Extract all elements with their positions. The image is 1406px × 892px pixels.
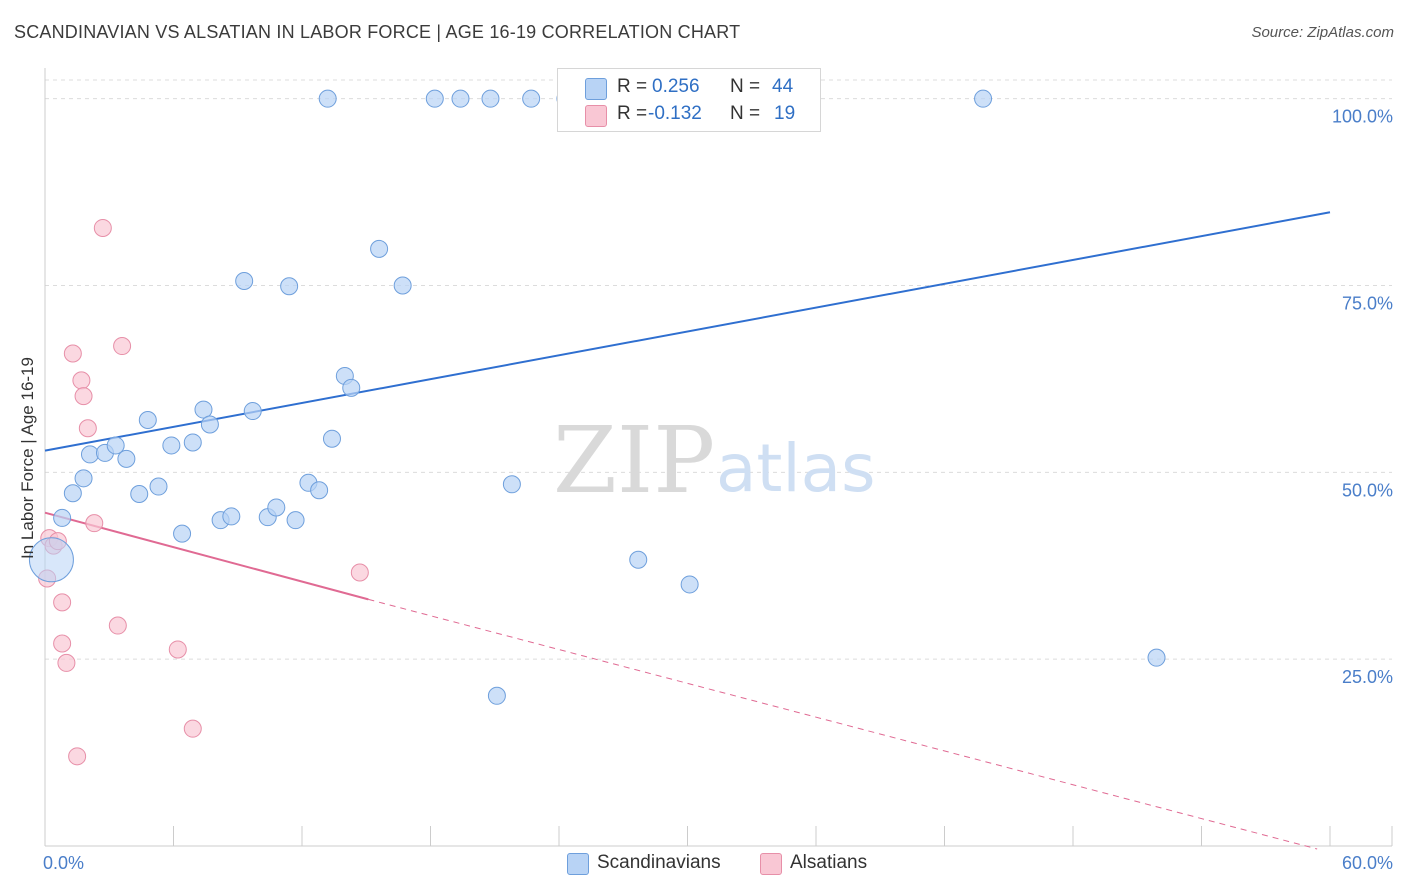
alsatian-point bbox=[85, 514, 104, 533]
scandinavian-point bbox=[680, 575, 699, 594]
watermark-atlas: atlas bbox=[716, 430, 876, 507]
trend-lines bbox=[44, 211, 1331, 850]
alsatian-point bbox=[78, 419, 97, 438]
y-tick-label: 75.0% bbox=[1342, 294, 1393, 314]
scandinavian-point bbox=[63, 484, 82, 503]
legend-label: Scandinavians bbox=[597, 852, 721, 873]
x-tick-label: 60.0% bbox=[1342, 853, 1393, 873]
scandinavian-point bbox=[222, 507, 241, 526]
alsatians-swatch bbox=[760, 853, 782, 875]
scandinavian-point bbox=[267, 498, 286, 517]
scandinavian-points bbox=[28, 89, 1166, 705]
y-axis-label: In Labor Force | Age 16-19 bbox=[18, 357, 37, 559]
scandinavian-point bbox=[370, 239, 389, 258]
scandinavian-point bbox=[183, 433, 202, 452]
scandinavian-point bbox=[162, 436, 181, 455]
tick-labels: 25.0% 50.0% 75.0% 100.0% 0.0% 60.0% bbox=[43, 107, 1393, 873]
scandinavian-point bbox=[106, 436, 125, 455]
n-label: N = bbox=[730, 76, 761, 97]
r-label: R = bbox=[617, 76, 648, 97]
alsatian-point bbox=[93, 218, 112, 237]
scandinavian-point bbox=[28, 537, 74, 583]
n-value: 44 bbox=[772, 76, 794, 97]
n-value: 19 bbox=[774, 103, 796, 124]
scandinavian-point bbox=[974, 89, 993, 108]
x-tick-label: 0.0% bbox=[43, 853, 84, 873]
scandinavian-point bbox=[318, 89, 337, 108]
scandinavian-point bbox=[53, 508, 72, 527]
scandinavian-point bbox=[173, 524, 192, 543]
scandinavian-point bbox=[1147, 648, 1166, 667]
scandinavian-point bbox=[138, 411, 157, 430]
scandinavian-point bbox=[310, 481, 329, 500]
scandinavian-point bbox=[200, 415, 219, 434]
scandinavian-point bbox=[342, 378, 361, 397]
y-tick-label: 50.0% bbox=[1342, 480, 1393, 500]
r-label: R = bbox=[617, 103, 648, 124]
alsatian-point bbox=[68, 747, 87, 766]
watermark-zip: ZIP bbox=[553, 407, 715, 514]
bottom-legend: Scandinavians Alsatians bbox=[0, 852, 1406, 876]
scandinavian-point bbox=[80, 445, 99, 464]
alsatian-point bbox=[57, 653, 76, 672]
scandinavian-point bbox=[149, 477, 168, 496]
alsatian-point bbox=[53, 634, 72, 653]
y-tick-label: 100.0% bbox=[1332, 107, 1393, 127]
alsatian-point bbox=[72, 371, 91, 390]
stats-legend: R = 0.256 N = 44 R = -0.132 N = 19 bbox=[557, 68, 821, 132]
scandinavian-point bbox=[286, 511, 305, 530]
alsatian-point bbox=[183, 719, 202, 738]
scandinavians-swatch bbox=[585, 78, 607, 100]
scandinavian-point bbox=[522, 89, 541, 108]
alsatian-trend-extension bbox=[368, 598, 1318, 850]
scandinavian-point bbox=[487, 686, 506, 705]
alsatian-point bbox=[53, 593, 72, 612]
scandinavian-point bbox=[235, 272, 254, 291]
scandinavian-point bbox=[130, 485, 149, 504]
scandinavian-point bbox=[629, 550, 648, 569]
scandinavians-swatch bbox=[567, 853, 589, 875]
scandinavian-point bbox=[451, 89, 470, 108]
scandinavian-point bbox=[243, 402, 262, 421]
grid-lines bbox=[45, 79, 1392, 660]
scandinavian-point bbox=[425, 89, 444, 108]
alsatians-swatch bbox=[585, 105, 607, 127]
scandinavian-point bbox=[194, 400, 213, 419]
alsatian-point bbox=[113, 337, 132, 356]
scandinavian-point bbox=[502, 475, 521, 494]
legend-label: Alsatians bbox=[790, 852, 868, 873]
scandinavian-point bbox=[393, 276, 412, 295]
alsatian-point bbox=[74, 387, 93, 406]
alsatian-point bbox=[168, 640, 187, 659]
alsatian-point bbox=[63, 344, 82, 363]
source-label: Source: ZipAtlas.com bbox=[1251, 24, 1394, 41]
axes bbox=[44, 68, 1393, 847]
scandinavian-point bbox=[117, 449, 136, 468]
alsatian-point bbox=[108, 616, 127, 635]
alsatian-point bbox=[350, 563, 369, 582]
scandinavian-point bbox=[322, 429, 341, 448]
y-tick-label: 25.0% bbox=[1342, 667, 1393, 687]
scandinavian-point bbox=[280, 277, 299, 296]
chart-title: SCANDINAVIAN VS ALSATIAN IN LABOR FORCE … bbox=[14, 22, 741, 42]
r-value: 0.256 bbox=[652, 76, 700, 97]
n-label: N = bbox=[730, 103, 761, 124]
scandinavian-point bbox=[74, 469, 93, 488]
scandinavian-point bbox=[481, 89, 500, 108]
r-value: -0.132 bbox=[648, 103, 702, 124]
